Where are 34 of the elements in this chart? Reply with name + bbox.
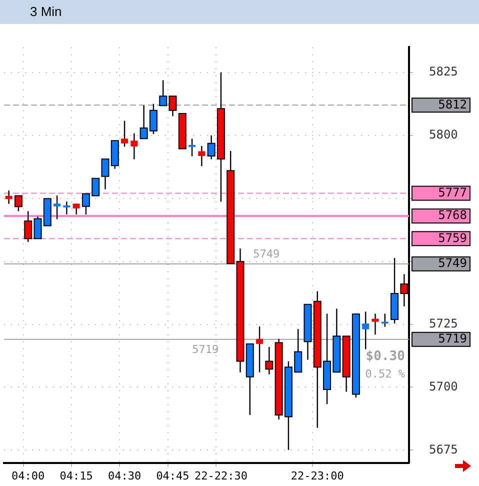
- x-tick-label: 22-22:30: [194, 469, 248, 482]
- x-tick-label: 04:30: [108, 469, 142, 482]
- ref-line-label: 5777: [438, 185, 467, 200]
- y-tick-label: 5725: [429, 316, 458, 330]
- candlestick: [372, 313, 379, 336]
- y-tick-label: 5700: [429, 379, 458, 394]
- annotation: 5749: [253, 248, 280, 261]
- y-tick-label: 5825: [429, 64, 458, 79]
- annotation: 0.52 %: [365, 368, 406, 381]
- ref-line-label: 5759: [438, 230, 467, 245]
- ref-line-label: 5719: [438, 332, 467, 346]
- chart-title: 3 Min: [0, 0, 479, 24]
- ref-line-label: 5768: [438, 208, 467, 222]
- candlestick: [54, 194, 61, 220]
- candlestick: [256, 326, 264, 373]
- x-tick-label: 04:00: [12, 469, 45, 482]
- candlestick: [62, 201, 72, 216]
- annotation: 5719: [192, 343, 219, 356]
- x-tick-label: 04:15: [60, 469, 93, 482]
- y-tick-label: 5800: [429, 127, 458, 142]
- candlestick: [362, 311, 370, 350]
- candlestick: [130, 132, 138, 160]
- candlestick: [381, 313, 388, 328]
- candlestick: [121, 120, 128, 148]
- x-tick-label: 22-23:00: [290, 469, 344, 482]
- candlestick: [198, 145, 206, 167]
- x-tick-label: 04:45: [156, 469, 190, 482]
- candlestick: [188, 138, 197, 157]
- candlestick: [72, 203, 80, 216]
- candlestick: [5, 190, 12, 204]
- ref-line-label: 5749: [438, 256, 467, 270]
- ref-line-label: 5812: [438, 97, 467, 112]
- annotation: $0.30: [366, 349, 406, 364]
- y-tick-label: 5675: [429, 442, 458, 456]
